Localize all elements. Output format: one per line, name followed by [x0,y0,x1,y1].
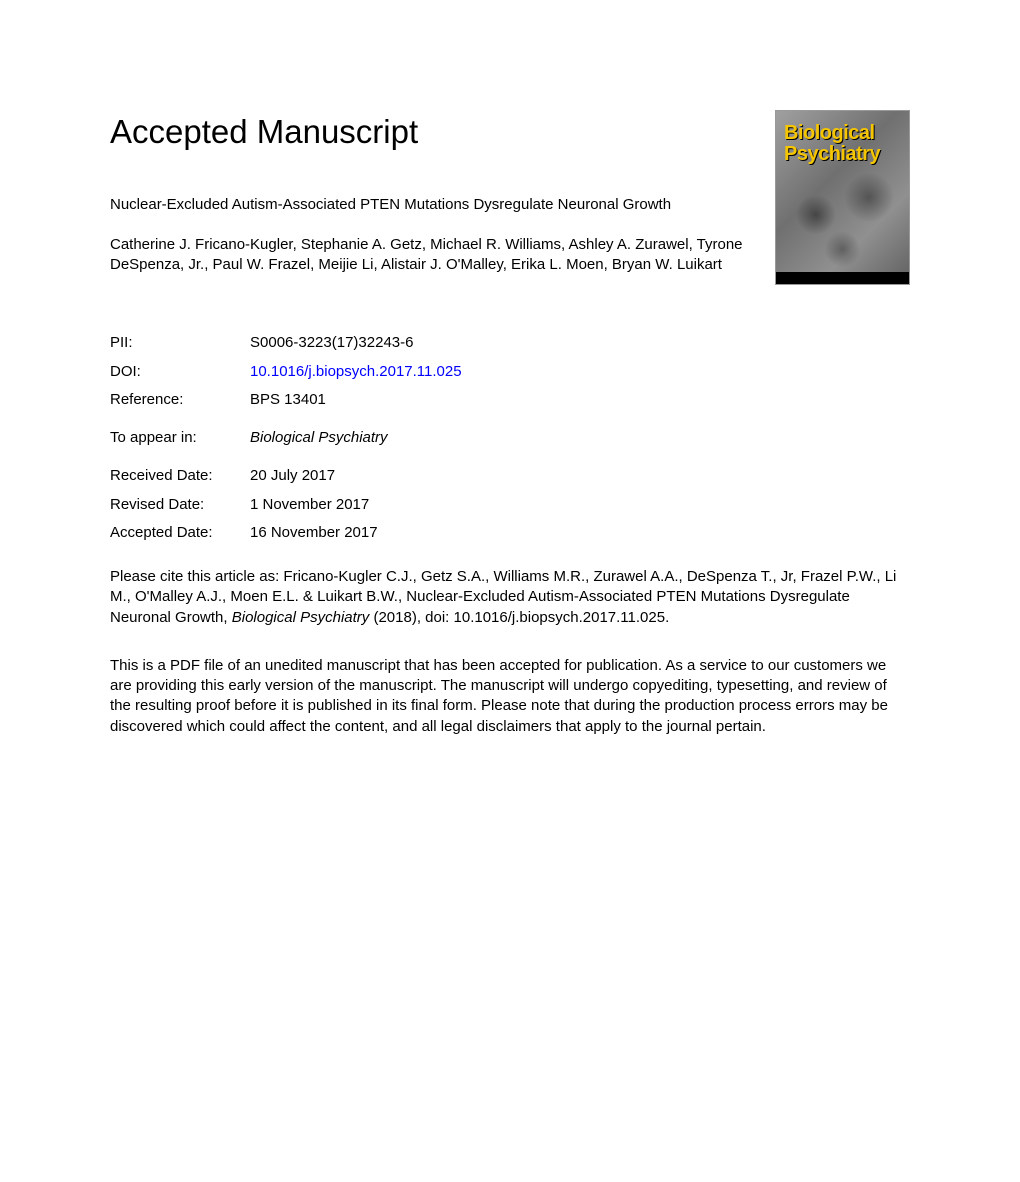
meta-value-pii: S0006-3223(17)32243-6 [250,333,910,353]
meta-value-reference: BPS 13401 [250,390,910,410]
meta-value-received: 20 July 2017 [250,466,910,486]
journal-cover-thumbnail: Biological Psychiatry [775,110,910,285]
meta-value-accepted: 16 November 2017 [250,523,910,543]
meta-label-appear: To appear in: [110,428,250,448]
article-title: Nuclear-Excluded Autism-Associated PTEN … [110,195,755,215]
citation-journal: Biological Psychiatry [232,609,370,626]
meta-row-appear: To appear in: Biological Psychiatry [110,428,910,448]
disclaimer-paragraph: This is a PDF file of an unedited manusc… [110,656,910,737]
meta-label-received: Received Date: [110,466,250,486]
doi-link[interactable]: 10.1016/j.biopsych.2017.11.025 [250,363,462,380]
meta-label-revised: Revised Date: [110,495,250,515]
meta-value-revised: 1 November 2017 [250,495,910,515]
journal-cover-title-line1: Biological [784,122,875,144]
meta-label-doi: DOI: [110,362,250,382]
meta-label-pii: PII: [110,333,250,353]
meta-label-accepted: Accepted Date: [110,523,250,543]
journal-cover-title: Biological Psychiatry [784,123,880,165]
header-row: Accepted Manuscript Nuclear-Excluded Aut… [110,110,910,303]
meta-label-reference: Reference: [110,390,250,410]
meta-row-pii: PII: S0006-3223(17)32243-6 [110,333,910,353]
meta-row-accepted: Accepted Date: 16 November 2017 [110,523,910,543]
meta-value-appear: Biological Psychiatry [250,428,910,448]
authors-list: Catherine J. Fricano-Kugler, Stephanie A… [110,235,755,276]
journal-cover-footer-bar [776,272,909,284]
citation-paragraph: Please cite this article as: Fricano-Kug… [110,567,910,628]
meta-row-reference: Reference: BPS 13401 [110,390,910,410]
header-left: Accepted Manuscript Nuclear-Excluded Aut… [110,110,775,303]
journal-cover-title-line2: Psychiatry [784,143,880,165]
meta-row-received: Received Date: 20 July 2017 [110,466,910,486]
citation-suffix: (2018), doi: 10.1016/j.biopsych.2017.11.… [369,609,669,626]
page-heading: Accepted Manuscript [110,110,755,155]
metadata-table: PII: S0006-3223(17)32243-6 DOI: 10.1016/… [110,333,910,543]
meta-row-revised: Revised Date: 1 November 2017 [110,495,910,515]
meta-row-doi: DOI: 10.1016/j.biopsych.2017.11.025 [110,362,910,382]
